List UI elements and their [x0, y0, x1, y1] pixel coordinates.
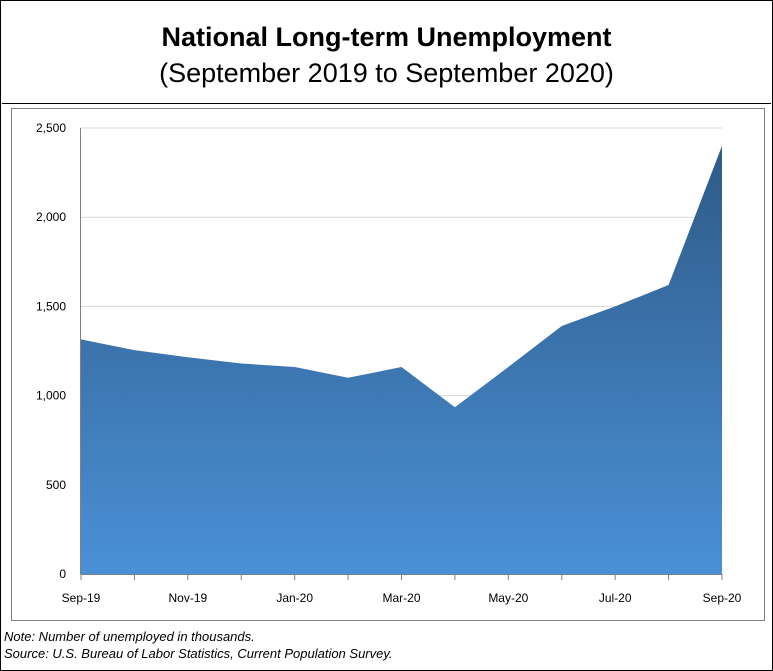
y-tick-label: 0 — [59, 567, 66, 581]
area-series — [81, 145, 722, 574]
area-fill — [81, 145, 722, 574]
y-tick-label: 1,000 — [36, 389, 66, 403]
x-tick-label: May-20 — [488, 591, 528, 605]
axes — [80, 128, 723, 580]
chart-title: National Long-term Unemployment — [161, 22, 612, 52]
x-tick-label: Sep-19 — [62, 591, 101, 605]
chart-subtitle: (September 2019 to September 2020) — [159, 58, 614, 88]
y-axis-tick-labels: 0 500 1,000 1,500 2,000 2,500 — [36, 121, 66, 581]
title-block: National Long-term Unemployment (Septemb… — [2, 2, 771, 104]
y-tick-label: 2,500 — [36, 121, 66, 135]
x-tick-label: Mar-20 — [382, 591, 420, 605]
y-tick-label: 2,000 — [36, 210, 66, 224]
x-tick-label: Jul-20 — [599, 591, 632, 605]
x-axis-tick-labels: Sep-19 Nov-19 Jan-20 Mar-20 May-20 Jul-20 Sep-… — [62, 591, 742, 605]
note-text: Note: Number of unemployed in thousands. — [4, 629, 255, 644]
footnotes: Note: Number of unemployed in thousands.… — [4, 628, 764, 662]
source-text: Source: U.S. Bureau of Labor Statistics,… — [4, 646, 393, 661]
area-chart: 0 500 1,000 1,500 2,000 2,500 Sep-19 Nov-19 Jan… — [36, 121, 742, 605]
y-tick-label: 500 — [46, 478, 66, 492]
x-tick-label: Sep-20 — [703, 591, 742, 605]
y-tick-label: 1,500 — [36, 299, 66, 313]
x-tick-label: Nov-19 — [168, 591, 207, 605]
x-tick-label: Jan-20 — [276, 591, 313, 605]
plot-area: 0 500 1,000 1,500 2,000 2,500 Sep-19 Nov-19 Jan… — [11, 108, 765, 621]
